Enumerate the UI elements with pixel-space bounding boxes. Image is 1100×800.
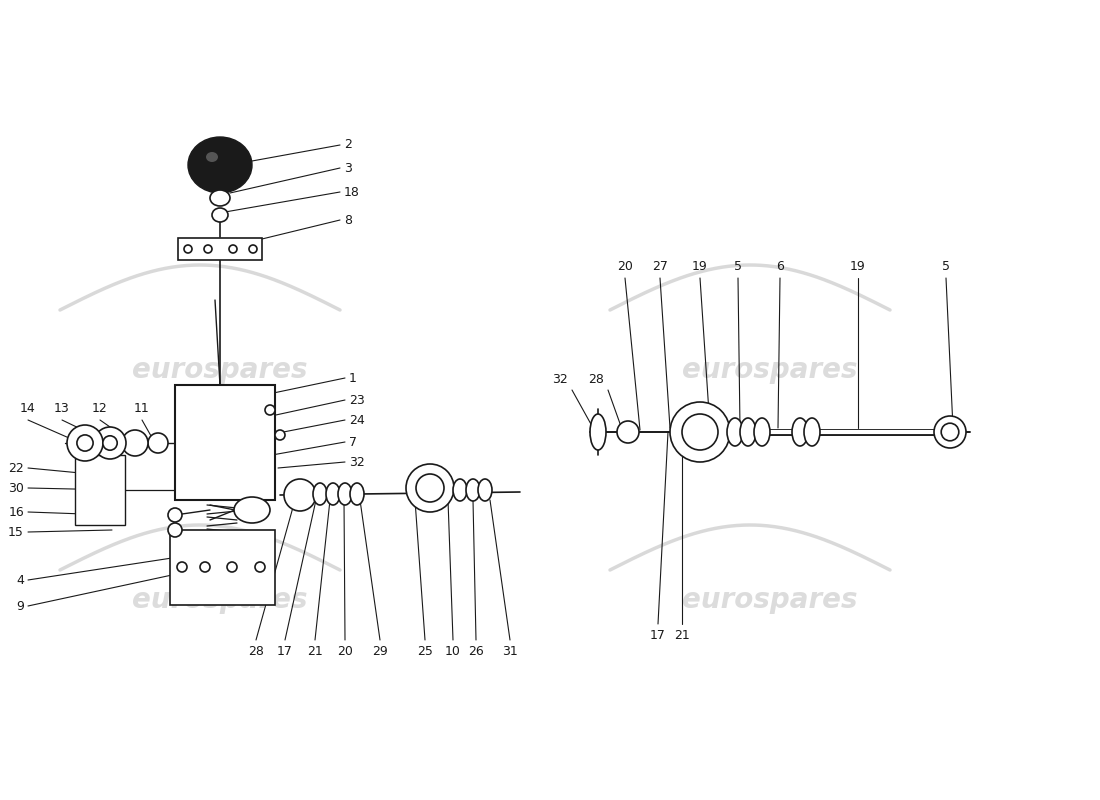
Circle shape <box>942 423 959 441</box>
Text: 28: 28 <box>249 645 264 658</box>
Text: 13: 13 <box>54 402 70 415</box>
Circle shape <box>122 430 149 456</box>
Ellipse shape <box>453 479 468 501</box>
Circle shape <box>255 562 265 572</box>
Text: 23: 23 <box>349 394 365 406</box>
Text: 26: 26 <box>469 645 484 658</box>
Text: 3: 3 <box>344 162 352 174</box>
Circle shape <box>617 421 639 443</box>
Ellipse shape <box>210 190 230 206</box>
Text: 8: 8 <box>344 214 352 226</box>
Ellipse shape <box>212 208 228 222</box>
Circle shape <box>416 474 444 502</box>
Text: 7: 7 <box>349 435 358 449</box>
Text: 19: 19 <box>692 260 708 273</box>
Text: 10: 10 <box>446 645 461 658</box>
Circle shape <box>284 479 316 511</box>
Circle shape <box>934 416 966 448</box>
Circle shape <box>102 436 118 450</box>
Text: 17: 17 <box>650 629 666 642</box>
Text: 31: 31 <box>502 645 518 658</box>
Text: 24: 24 <box>349 414 365 426</box>
Text: eurospares: eurospares <box>132 586 308 614</box>
Text: 20: 20 <box>337 645 353 658</box>
Ellipse shape <box>792 418 808 446</box>
Text: eurospares: eurospares <box>682 356 858 384</box>
Circle shape <box>249 245 257 253</box>
Circle shape <box>168 523 182 537</box>
Bar <box>178 238 262 260</box>
Text: 29: 29 <box>372 645 388 658</box>
Text: 20: 20 <box>617 260 632 273</box>
Bar <box>170 530 275 605</box>
Ellipse shape <box>754 418 770 446</box>
Ellipse shape <box>314 483 327 505</box>
Text: 5: 5 <box>734 260 742 273</box>
Text: 32: 32 <box>349 455 365 469</box>
Circle shape <box>275 430 285 440</box>
Text: 12: 12 <box>92 402 108 415</box>
Circle shape <box>184 245 192 253</box>
Ellipse shape <box>590 414 606 450</box>
Text: 9: 9 <box>16 599 24 613</box>
Circle shape <box>227 562 236 572</box>
Text: 19: 19 <box>850 260 866 273</box>
Ellipse shape <box>234 497 270 523</box>
Text: 6: 6 <box>777 260 784 273</box>
Text: eurospares: eurospares <box>682 586 858 614</box>
Text: 32: 32 <box>552 373 568 386</box>
Circle shape <box>148 433 168 453</box>
Ellipse shape <box>740 418 756 446</box>
Ellipse shape <box>478 479 492 501</box>
Ellipse shape <box>326 483 340 505</box>
Text: 22: 22 <box>9 462 24 474</box>
Text: 28: 28 <box>588 373 604 386</box>
Ellipse shape <box>804 418 820 446</box>
Ellipse shape <box>350 483 364 505</box>
Ellipse shape <box>466 479 480 501</box>
Circle shape <box>77 435 94 451</box>
Circle shape <box>406 464 454 512</box>
Text: eurospares: eurospares <box>132 356 308 384</box>
Text: 1: 1 <box>349 371 356 385</box>
Circle shape <box>177 562 187 572</box>
Text: 21: 21 <box>307 645 323 658</box>
Text: 30: 30 <box>8 482 24 494</box>
Bar <box>175 385 275 500</box>
Circle shape <box>67 425 103 461</box>
Ellipse shape <box>188 137 252 193</box>
Ellipse shape <box>727 418 742 446</box>
Text: 21: 21 <box>674 629 690 642</box>
Text: 14: 14 <box>20 402 36 415</box>
Text: 25: 25 <box>417 645 433 658</box>
Text: 16: 16 <box>9 506 24 518</box>
Bar <box>75 455 125 525</box>
Circle shape <box>200 562 210 572</box>
Text: 2: 2 <box>344 138 352 151</box>
Text: 4: 4 <box>16 574 24 586</box>
Ellipse shape <box>206 152 218 162</box>
Circle shape <box>682 414 718 450</box>
Circle shape <box>670 402 730 462</box>
Circle shape <box>265 405 275 415</box>
Ellipse shape <box>338 483 352 505</box>
Text: 18: 18 <box>344 186 360 198</box>
Text: 27: 27 <box>652 260 668 273</box>
Circle shape <box>229 245 236 253</box>
Circle shape <box>94 427 126 459</box>
Circle shape <box>204 245 212 253</box>
Text: 11: 11 <box>134 402 150 415</box>
Text: 17: 17 <box>277 645 293 658</box>
Circle shape <box>168 508 182 522</box>
Text: 15: 15 <box>8 526 24 538</box>
Text: 5: 5 <box>942 260 950 273</box>
